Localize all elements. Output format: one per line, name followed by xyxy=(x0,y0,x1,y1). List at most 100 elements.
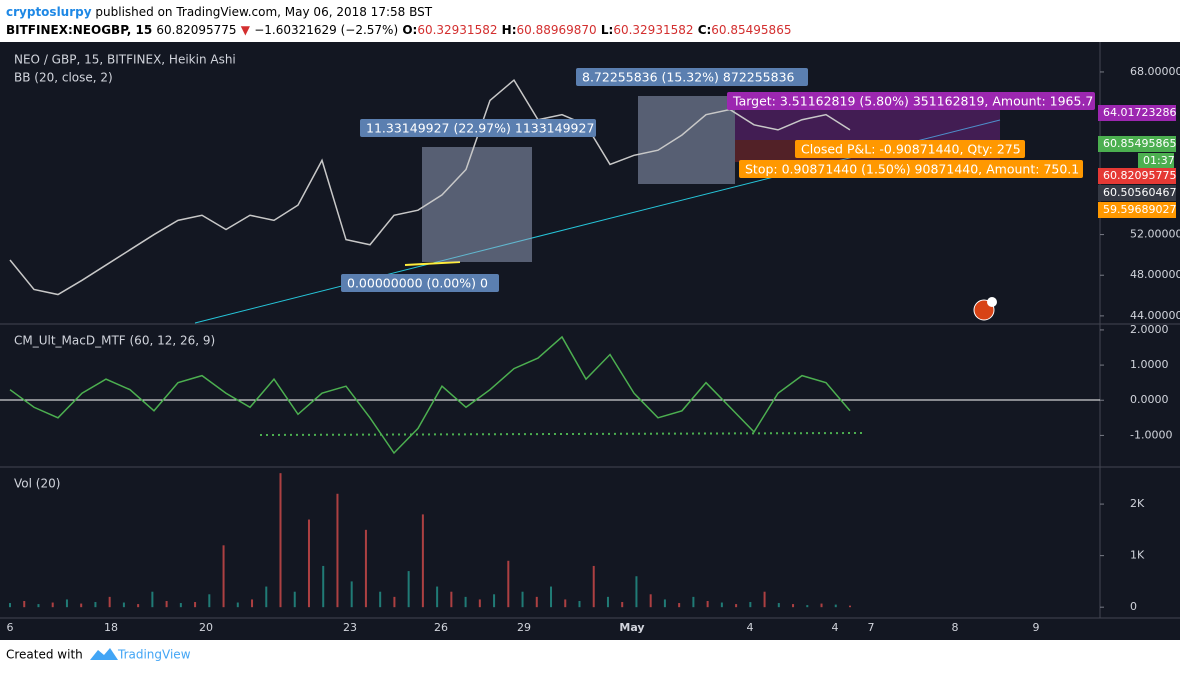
volume-bar xyxy=(493,594,496,608)
arrow: ▼ xyxy=(241,23,251,37)
logo xyxy=(90,648,118,660)
price-tag-label: 59.59689027 xyxy=(1103,203,1176,216)
series-line xyxy=(9,335,851,455)
x-tick-label: 29 xyxy=(517,621,531,634)
x-tick-label: 9 xyxy=(1033,621,1040,634)
open: 60.32931582 xyxy=(417,23,497,37)
volume-bar xyxy=(23,600,26,608)
volume-bar xyxy=(763,591,766,608)
price-tag-label: 60.50560467 xyxy=(1103,186,1176,199)
price-tag xyxy=(1098,168,1176,184)
x-tick-label: 8 xyxy=(952,621,959,634)
volume-bar xyxy=(436,586,439,608)
badge[interactable] xyxy=(987,297,997,307)
volume-bar xyxy=(108,596,111,608)
volume-bar xyxy=(806,605,809,608)
x-tick-label: 7 xyxy=(868,621,875,634)
o-label: O: xyxy=(402,23,417,37)
close: 60.85495865 xyxy=(711,23,791,37)
signal-level xyxy=(259,432,863,436)
volume-bar xyxy=(80,603,83,608)
x-tick-label: May xyxy=(619,621,644,634)
footer-brand[interactable]: TradingView xyxy=(117,648,191,662)
y-tick-label: 0 xyxy=(1130,600,1137,613)
price-tag-label: 60.85495865 xyxy=(1103,137,1176,150)
footer-bg xyxy=(0,640,1180,672)
volume-bar xyxy=(592,565,595,608)
change: −1.60321629 (−2.57%) xyxy=(254,23,398,37)
volume-bar xyxy=(735,604,738,608)
volume-bar xyxy=(692,596,695,608)
volume-bar xyxy=(464,596,467,608)
volume-bar xyxy=(393,596,396,608)
volume-bar xyxy=(706,600,709,608)
y-tick-label: 48.00000000 xyxy=(1130,268,1180,281)
volume-bar xyxy=(450,591,453,608)
range-box[interactable] xyxy=(638,96,735,184)
price-tag xyxy=(1098,185,1176,201)
volume-bar xyxy=(550,586,553,608)
annotation: Stop: 0.90871440 (1.50%) 90871440, Amoun… xyxy=(745,162,1079,177)
volume-bar xyxy=(65,599,68,608)
volume-bar xyxy=(606,596,609,608)
author[interactable]: cryptoslurpy xyxy=(6,5,92,19)
volume-bar xyxy=(820,603,823,608)
y-tick-label: 2.0000 xyxy=(1130,323,1169,336)
range-box[interactable] xyxy=(422,147,532,262)
volume-bar xyxy=(251,599,254,608)
volume-bar xyxy=(51,602,54,608)
x-tick-label: 23 xyxy=(343,621,357,634)
annotation: Target: 3.51162819 (5.80%) 351162819, Am… xyxy=(732,94,1093,109)
volume-bar xyxy=(663,599,666,608)
x-tick-label: 6 xyxy=(7,621,14,634)
volume-bar xyxy=(222,545,225,608)
last-price: 60.82095775 xyxy=(156,23,236,37)
volume-bar xyxy=(649,594,652,608)
pane-title: NEO / GBP, 15, BITFINEX, Heikin Ashi xyxy=(14,53,236,67)
annotation: 8.72255836 (15.32%) 872255836 xyxy=(582,70,795,85)
l-label: L: xyxy=(601,23,613,37)
annotation-box xyxy=(739,160,1083,178)
c-label: C: xyxy=(698,23,712,37)
annotation-box xyxy=(576,68,808,86)
x-tick-label: 20 xyxy=(199,621,213,634)
volume-bar xyxy=(350,581,353,608)
volume-bar xyxy=(578,600,581,608)
y-tick-label: -1.0000 xyxy=(1130,428,1172,441)
published: published on TradingView.com, May 06, 20… xyxy=(95,5,432,19)
volume-bar xyxy=(421,514,424,608)
volume-bar xyxy=(507,560,510,608)
volume-bar xyxy=(834,604,837,608)
price-tag-label: 01:37 xyxy=(1143,154,1175,167)
pane-title: Vol (20) xyxy=(14,477,60,491)
volume-bar xyxy=(364,529,367,608)
volume-bar xyxy=(179,603,182,608)
volume-bar xyxy=(521,591,524,608)
pane-title: CM_Ult_MacD_MTF (60, 12, 26, 9) xyxy=(14,334,215,348)
price-tag xyxy=(1098,202,1176,218)
x-tick-label: 26 xyxy=(434,621,448,634)
volume-bar xyxy=(407,571,410,608)
series-line xyxy=(9,78,851,296)
support-line[interactable] xyxy=(404,261,461,266)
volume-bar xyxy=(9,603,11,608)
annotation: Closed P&L: -0.90871440, Qty: 275 xyxy=(801,142,1021,157)
price-tag-label: 64.01723286 xyxy=(1103,106,1176,119)
volume-bar xyxy=(535,596,538,608)
volume-bar xyxy=(849,605,851,608)
price-tag-label: 60.82095775 xyxy=(1103,169,1176,182)
volume-bar xyxy=(336,493,339,608)
y-tick-label: 44.00000000 xyxy=(1130,309,1180,322)
x-tick-label: 18 xyxy=(104,621,118,634)
x-tick-label: 4 xyxy=(832,621,839,634)
volume-bar xyxy=(792,604,795,608)
volume-bar xyxy=(322,565,325,608)
annotation-box xyxy=(795,140,1025,158)
volume-bar xyxy=(94,602,97,608)
volume-bar xyxy=(137,604,140,608)
y-tick-label: 68.00000000 xyxy=(1130,65,1180,78)
volume-bar xyxy=(208,594,211,608)
symbol: BITFINEX:NEOGBP, 15 xyxy=(6,23,152,37)
